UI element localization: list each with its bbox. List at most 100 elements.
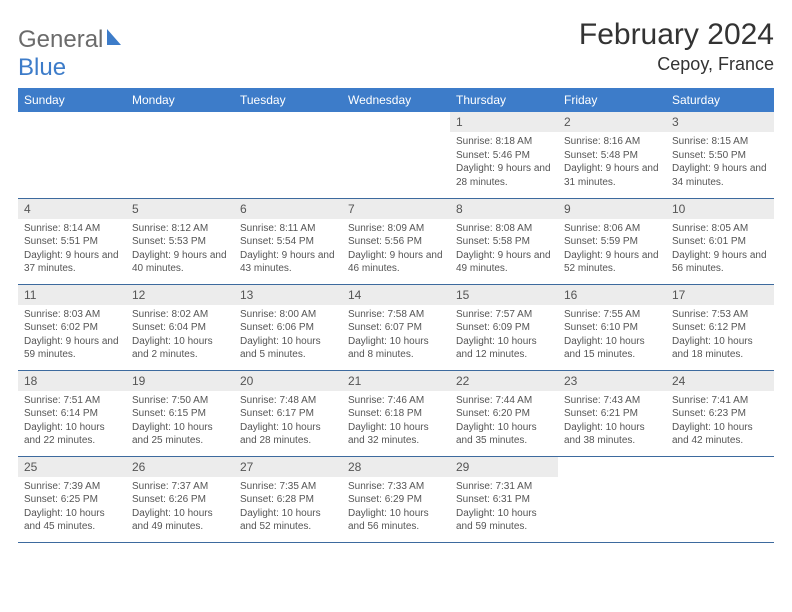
day-details: Sunrise: 8:02 AMSunset: 6:04 PMDaylight:…: [126, 305, 234, 366]
daylight-line: Daylight: 9 hours and 31 minutes.: [564, 162, 660, 189]
calendar-week-row: 25Sunrise: 7:39 AMSunset: 6:25 PMDayligh…: [18, 456, 774, 542]
day-number: 24: [666, 371, 774, 391]
daylight-line: Daylight: 9 hours and 59 minutes.: [24, 335, 120, 362]
weekday-header: Thursday: [450, 88, 558, 112]
daylight-line: Daylight: 10 hours and 45 minutes.: [24, 507, 120, 534]
day-number: 14: [342, 285, 450, 305]
calendar-cell: 12Sunrise: 8:02 AMSunset: 6:04 PMDayligh…: [126, 284, 234, 370]
day-details: Sunrise: 7:58 AMSunset: 6:07 PMDaylight:…: [342, 305, 450, 366]
calendar-cell: [18, 112, 126, 198]
brand-logo: General Blue: [18, 26, 127, 82]
header: General Blue February 2024 Cepoy, France: [18, 18, 774, 82]
day-number: 7: [342, 199, 450, 219]
sunset-line: Sunset: 6:21 PM: [564, 407, 660, 421]
day-details: Sunrise: 7:51 AMSunset: 6:14 PMDaylight:…: [18, 391, 126, 452]
day-details: Sunrise: 8:05 AMSunset: 6:01 PMDaylight:…: [666, 219, 774, 280]
day-details: Sunrise: 8:14 AMSunset: 5:51 PMDaylight:…: [18, 219, 126, 280]
day-details: Sunrise: 7:41 AMSunset: 6:23 PMDaylight:…: [666, 391, 774, 452]
daylight-line: Daylight: 10 hours and 8 minutes.: [348, 335, 444, 362]
sunrise-line: Sunrise: 7:43 AM: [564, 394, 660, 408]
location: Cepoy, France: [579, 54, 774, 75]
calendar-cell: 13Sunrise: 8:00 AMSunset: 6:06 PMDayligh…: [234, 284, 342, 370]
brand-name: General Blue: [18, 26, 127, 82]
sunrise-line: Sunrise: 7:44 AM: [456, 394, 552, 408]
calendar-cell: 24Sunrise: 7:41 AMSunset: 6:23 PMDayligh…: [666, 370, 774, 456]
calendar-cell: 15Sunrise: 7:57 AMSunset: 6:09 PMDayligh…: [450, 284, 558, 370]
daylight-line: Daylight: 9 hours and 40 minutes.: [132, 249, 228, 276]
day-details: Sunrise: 8:12 AMSunset: 5:53 PMDaylight:…: [126, 219, 234, 280]
sunrise-line: Sunrise: 8:03 AM: [24, 308, 120, 322]
calendar-cell: 26Sunrise: 7:37 AMSunset: 6:26 PMDayligh…: [126, 456, 234, 542]
sunset-line: Sunset: 6:01 PM: [672, 235, 768, 249]
day-details: Sunrise: 7:57 AMSunset: 6:09 PMDaylight:…: [450, 305, 558, 366]
day-number: 4: [18, 199, 126, 219]
day-details: Sunrise: 8:00 AMSunset: 6:06 PMDaylight:…: [234, 305, 342, 366]
daylight-line: Daylight: 9 hours and 49 minutes.: [456, 249, 552, 276]
sunset-line: Sunset: 6:09 PM: [456, 321, 552, 335]
daylight-line: Daylight: 9 hours and 37 minutes.: [24, 249, 120, 276]
day-number: 20: [234, 371, 342, 391]
sunset-line: Sunset: 6:02 PM: [24, 321, 120, 335]
sunset-line: Sunset: 6:12 PM: [672, 321, 768, 335]
day-number: 23: [558, 371, 666, 391]
sunrise-line: Sunrise: 7:46 AM: [348, 394, 444, 408]
sunset-line: Sunset: 5:51 PM: [24, 235, 120, 249]
calendar-cell: 21Sunrise: 7:46 AMSunset: 6:18 PMDayligh…: [342, 370, 450, 456]
sunset-line: Sunset: 6:07 PM: [348, 321, 444, 335]
sunrise-line: Sunrise: 7:51 AM: [24, 394, 120, 408]
calendar-week-row: 4Sunrise: 8:14 AMSunset: 5:51 PMDaylight…: [18, 198, 774, 284]
sunrise-line: Sunrise: 7:57 AM: [456, 308, 552, 322]
day-details: Sunrise: 7:50 AMSunset: 6:15 PMDaylight:…: [126, 391, 234, 452]
calendar-cell: 23Sunrise: 7:43 AMSunset: 6:21 PMDayligh…: [558, 370, 666, 456]
sunrise-line: Sunrise: 7:33 AM: [348, 480, 444, 494]
sunrise-line: Sunrise: 8:14 AM: [24, 222, 120, 236]
sunset-line: Sunset: 6:10 PM: [564, 321, 660, 335]
calendar-cell: 3Sunrise: 8:15 AMSunset: 5:50 PMDaylight…: [666, 112, 774, 198]
day-details: Sunrise: 7:39 AMSunset: 6:25 PMDaylight:…: [18, 477, 126, 538]
day-number: 21: [342, 371, 450, 391]
calendar-cell: 4Sunrise: 8:14 AMSunset: 5:51 PMDaylight…: [18, 198, 126, 284]
calendar-cell: 17Sunrise: 7:53 AMSunset: 6:12 PMDayligh…: [666, 284, 774, 370]
calendar-week-row: 11Sunrise: 8:03 AMSunset: 6:02 PMDayligh…: [18, 284, 774, 370]
daylight-line: Daylight: 9 hours and 46 minutes.: [348, 249, 444, 276]
day-details: Sunrise: 8:16 AMSunset: 5:48 PMDaylight:…: [558, 132, 666, 193]
sunset-line: Sunset: 6:23 PM: [672, 407, 768, 421]
day-number: 9: [558, 199, 666, 219]
sunrise-line: Sunrise: 8:12 AM: [132, 222, 228, 236]
sunset-line: Sunset: 6:25 PM: [24, 493, 120, 507]
weekday-header: Wednesday: [342, 88, 450, 112]
day-details: Sunrise: 8:18 AMSunset: 5:46 PMDaylight:…: [450, 132, 558, 193]
daylight-line: Daylight: 9 hours and 34 minutes.: [672, 162, 768, 189]
sunrise-line: Sunrise: 7:53 AM: [672, 308, 768, 322]
calendar-cell: 11Sunrise: 8:03 AMSunset: 6:02 PMDayligh…: [18, 284, 126, 370]
sunset-line: Sunset: 6:26 PM: [132, 493, 228, 507]
brand-name-a: General: [18, 26, 103, 53]
day-details: Sunrise: 7:55 AMSunset: 6:10 PMDaylight:…: [558, 305, 666, 366]
weekday-header: Sunday: [18, 88, 126, 112]
sunrise-line: Sunrise: 8:11 AM: [240, 222, 336, 236]
day-details: Sunrise: 8:08 AMSunset: 5:58 PMDaylight:…: [450, 219, 558, 280]
day-number: 16: [558, 285, 666, 305]
sunset-line: Sunset: 6:06 PM: [240, 321, 336, 335]
sunset-line: Sunset: 5:50 PM: [672, 149, 768, 163]
day-details: Sunrise: 7:53 AMSunset: 6:12 PMDaylight:…: [666, 305, 774, 366]
day-number: 19: [126, 371, 234, 391]
daylight-line: Daylight: 10 hours and 35 minutes.: [456, 421, 552, 448]
sunset-line: Sunset: 6:31 PM: [456, 493, 552, 507]
sunrise-line: Sunrise: 7:55 AM: [564, 308, 660, 322]
weekday-header: Friday: [558, 88, 666, 112]
day-details: Sunrise: 8:11 AMSunset: 5:54 PMDaylight:…: [234, 219, 342, 280]
title-block: February 2024 Cepoy, France: [579, 18, 774, 75]
calendar-cell: 7Sunrise: 8:09 AMSunset: 5:56 PMDaylight…: [342, 198, 450, 284]
brand-name-b: Blue: [18, 54, 66, 81]
sunrise-line: Sunrise: 7:41 AM: [672, 394, 768, 408]
sunset-line: Sunset: 6:18 PM: [348, 407, 444, 421]
calendar-cell: 14Sunrise: 7:58 AMSunset: 6:07 PMDayligh…: [342, 284, 450, 370]
day-number: 28: [342, 457, 450, 477]
daylight-line: Daylight: 10 hours and 12 minutes.: [456, 335, 552, 362]
sunset-line: Sunset: 5:46 PM: [456, 149, 552, 163]
sunset-line: Sunset: 6:04 PM: [132, 321, 228, 335]
day-number: 17: [666, 285, 774, 305]
calendar-cell: 1Sunrise: 8:18 AMSunset: 5:46 PMDaylight…: [450, 112, 558, 198]
sunrise-line: Sunrise: 7:37 AM: [132, 480, 228, 494]
